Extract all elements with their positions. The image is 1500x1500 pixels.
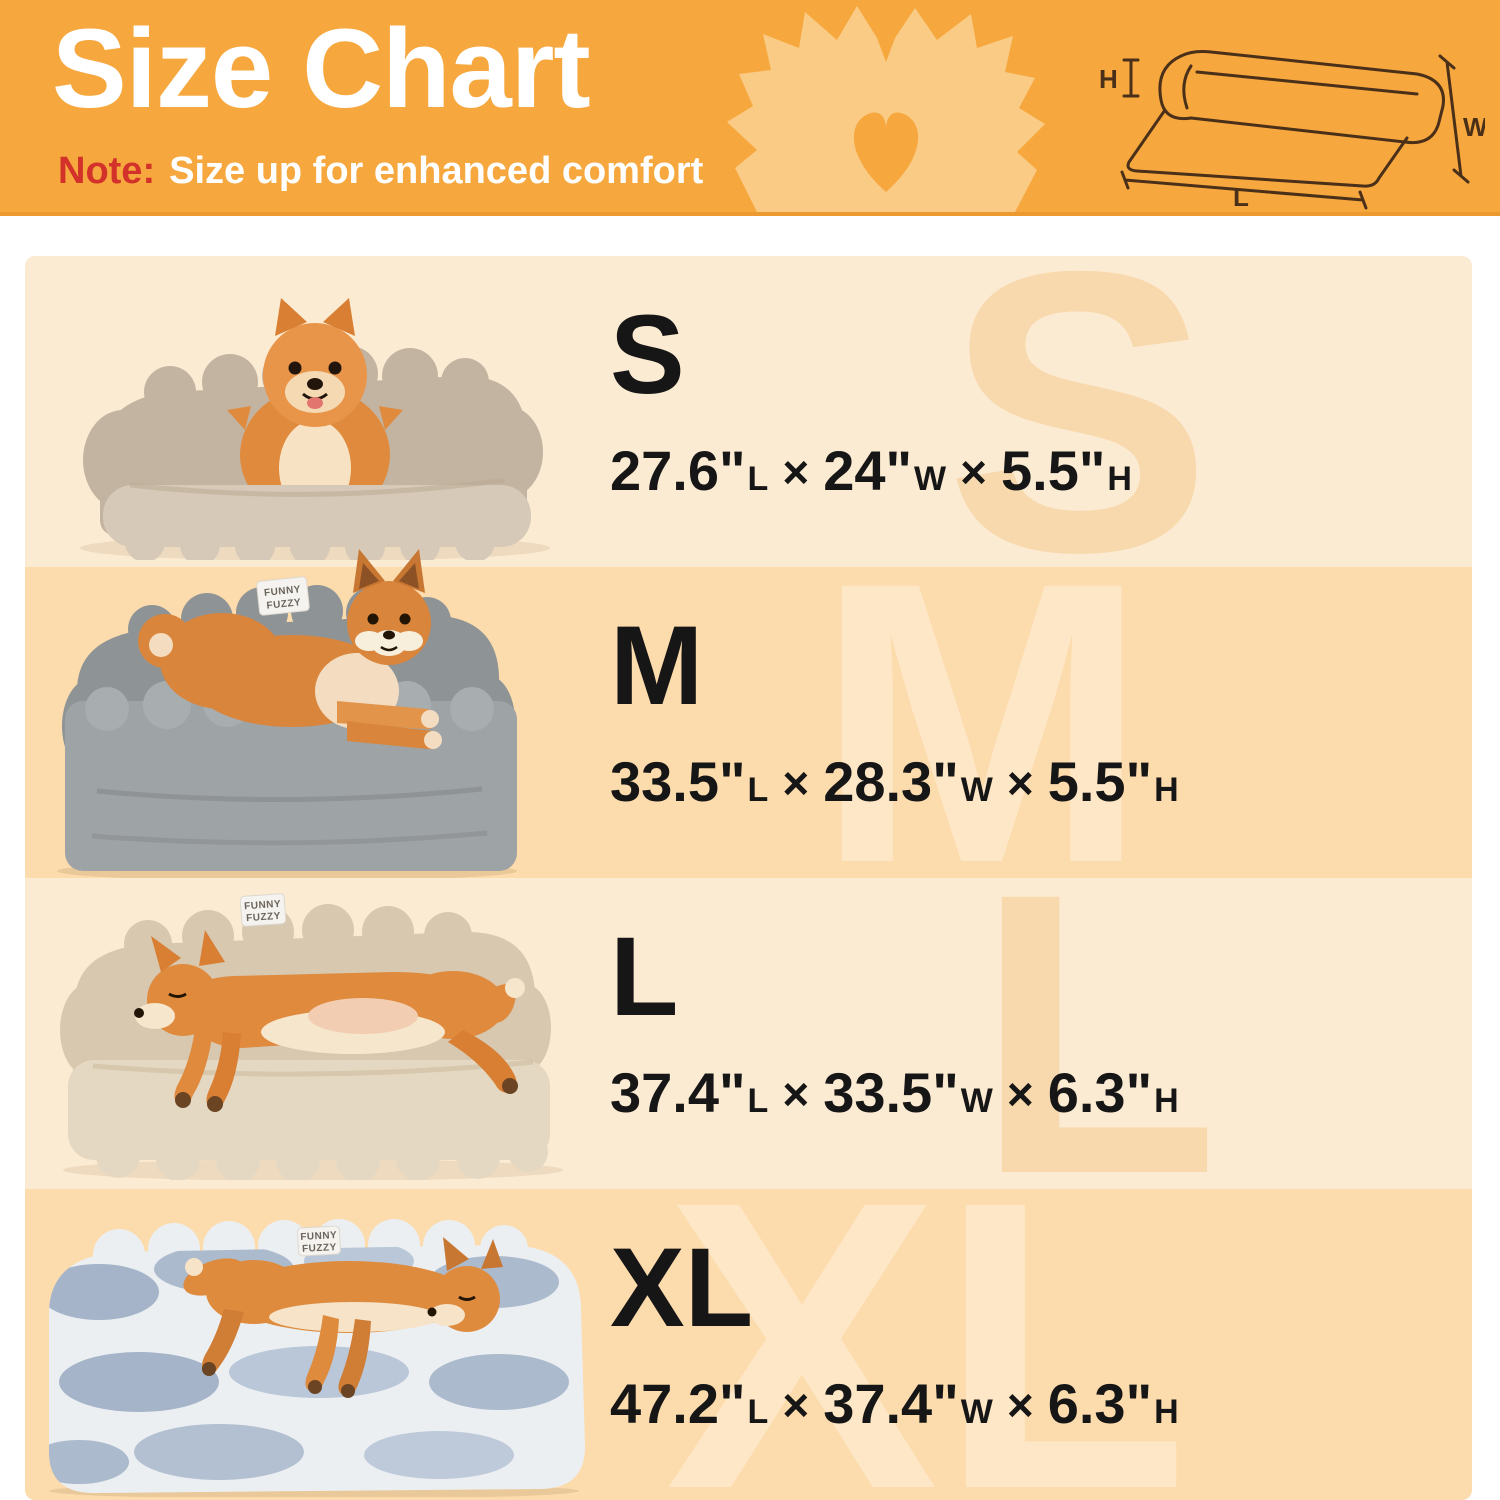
width-value: 24" [823,439,913,503]
svg-text:FUNNY: FUNNY [244,899,282,913]
watermark-letter-s: S [945,256,1212,635]
size-label-m: M [610,603,704,728]
sketch-l-label: L [1233,182,1249,210]
dog-shiba-sleeping [183,1237,503,1398]
size-row-xl: XL [25,1140,1472,1500]
size-rows: S [25,256,1472,1500]
dog-shiba-lying [138,549,442,750]
size-dimensions-s: 27.6"L × 24"W × 5.5"H [610,438,1132,503]
size-row-l: L FUNNY FUZZY [25,833,1472,1233]
length-value: 27.6" [610,439,746,503]
width-value: 37.4" [823,1372,959,1436]
times-sign: × [1006,757,1034,810]
height-value: 5.5" [1001,439,1106,503]
length-unit: L [747,771,769,810]
note-label: Note: [58,150,156,192]
times-sign: × [782,446,810,499]
size-dimensions-m: 33.5"L × 28.3"W × 5.5"H [610,749,1179,814]
bed-photo-m-shiba-grey-bed: FUNNY FUZZY [57,549,517,881]
bed-photo-xl-shiba-blue-tiedye-bed: FUNNY FUZZY [48,1219,586,1497]
length-unit: L [747,1393,769,1432]
times-sign: × [782,757,810,810]
width-value: 28.3" [823,750,959,814]
size-label-l: L [610,914,679,1039]
note-line: Note: Size up for enhanced comfort [58,150,703,193]
size-dimensions-xl: 47.2"L × 37.4"W × 6.3"H [610,1371,1179,1436]
watermark-letter-m: M [815,498,1149,946]
sketch-h-label: H [1099,64,1118,94]
brand-tag: FUNNY FUZZY [239,893,287,927]
width-unit: W [960,771,993,810]
svg-text:FUZZY: FUZZY [302,1242,337,1255]
width-unit: W [960,1393,993,1432]
fluffy-dog-head-logo-icon [727,6,1045,212]
length-value: 47.2" [610,1372,746,1436]
width-unit: W [960,1082,993,1121]
length-unit: L [747,1082,769,1121]
svg-text:FUZZY: FUZZY [246,911,281,924]
size-label-s: S [610,292,685,417]
height-value: 5.5" [1047,750,1153,814]
size-info-xl: XL 47.2"L × 37.4"W × 6.3"H [610,1225,1179,1436]
size-row-m: M [25,522,1472,922]
height-value: 6.3" [1047,1061,1153,1125]
page-title: Size Chart [52,6,591,131]
header-banner: H W L Size Chart Note: Size up for enhanc… [0,0,1500,216]
bed-photo-l-shiba-cream-bed: FUNNY FUZZY [60,893,563,1180]
watermark-letter-xl: XL [665,1115,1189,1500]
times-sign: × [782,1379,810,1432]
times-sign: × [1006,1068,1034,1121]
svg-text:FUZZY: FUZZY [266,597,302,612]
length-value: 33.5" [610,750,746,814]
times-sign: × [782,1068,810,1121]
watermark-letter-l: L [975,809,1220,1257]
sketch-w-label: W [1463,112,1485,142]
brand-tag: FUNNY FUZZY [296,1225,342,1257]
note-text: Size up for enhanced comfort [169,150,704,192]
times-sign: × [1006,1379,1034,1432]
svg-text:FUNNY: FUNNY [300,1230,337,1243]
times-sign: × [960,446,988,499]
heart-icon [853,112,919,192]
size-row-s: S [25,256,1472,611]
svg-text:FUNNY: FUNNY [264,584,302,599]
width-value: 33.5" [823,1061,959,1125]
height-unit: H [1154,1082,1179,1121]
size-info-m: M 33.5"L × 28.3"W × 5.5"H [610,603,1179,814]
size-info-s: S 27.6"L × 24"W × 5.5"H [610,292,1132,503]
size-label-xl: XL [610,1225,754,1350]
height-unit: H [1107,460,1132,499]
height-value: 6.3" [1047,1372,1153,1436]
height-unit: H [1154,1393,1179,1432]
size-info-l: L 37.4"L × 33.5"W × 6.3"H [610,914,1179,1125]
height-unit: H [1154,771,1179,810]
length-unit: L [747,460,769,499]
length-value: 37.4" [610,1061,746,1125]
width-unit: W [914,460,947,499]
brand-tag: FUNNY FUZZY [256,576,310,616]
size-dimensions-l: 37.4"L × 33.5"W × 6.3"H [610,1060,1179,1125]
dog-shiba-sleeping [134,930,525,1112]
bed-dimensions-sketch-icon: H W L [1099,50,1485,210]
bed-photo-s-pomeranian-beige-bed [80,298,550,560]
